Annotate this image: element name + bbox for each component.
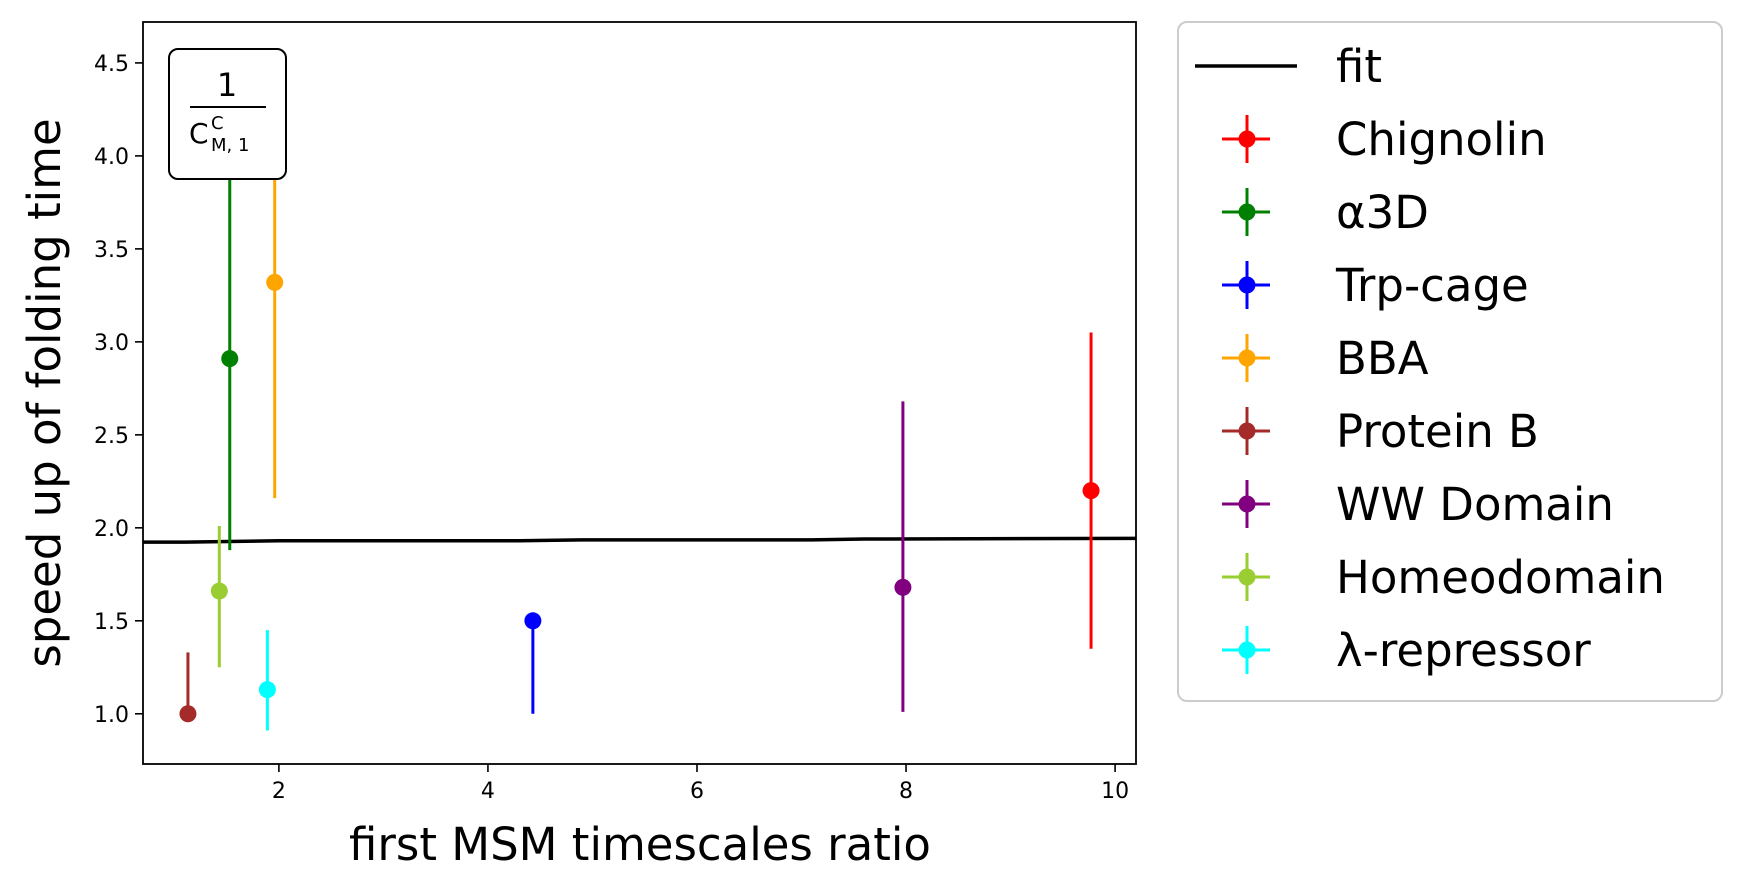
series-1-point <box>221 350 239 368</box>
y-tick-label: 3.5 <box>94 238 129 263</box>
annotation-subscript: M, 1 <box>211 135 249 156</box>
series-7-point <box>258 681 276 699</box>
series-6-point <box>210 582 228 600</box>
legend-series-1-handle-marker <box>1238 203 1256 221</box>
legend-fit-label: fit <box>1336 40 1382 93</box>
series-5-point <box>894 578 912 596</box>
y-tick-label: 4.5 <box>94 52 129 77</box>
legend-series-3-handle-marker <box>1238 349 1256 367</box>
x-axis-title: first MSM timescales ratio <box>349 818 931 871</box>
y-tick-label: 4.0 <box>94 145 129 170</box>
annotation-base: C <box>189 117 209 150</box>
annotation-superscript: C <box>211 113 224 134</box>
axis-ticks: 2 4 6 8 10 1.0 1.5 2.0 2.5 3.0 3.5 4.0 4.5 <box>94 52 1129 804</box>
plot-area <box>143 22 1136 764</box>
x-tick-label: 8 <box>899 779 913 804</box>
legend-series-6-label: Homeodomain <box>1336 551 1665 604</box>
series-3-point <box>266 273 284 291</box>
legend-series-2-label: Trp-cage <box>1335 259 1529 312</box>
fit-line <box>143 536 1137 544</box>
y-tick-label: 1.0 <box>94 703 129 728</box>
plot-contents <box>143 165 1137 731</box>
annotation-box: 1 C C M, 1 <box>168 48 287 180</box>
y-tick-label: 1.5 <box>94 610 129 635</box>
legend-series-6-handle-marker <box>1238 568 1256 586</box>
series-2-point <box>524 612 542 630</box>
legend-series-4-handle-marker <box>1238 422 1256 440</box>
legend-series-1-label: α3D <box>1336 186 1429 239</box>
x-tick-label: 2 <box>272 779 286 804</box>
legend-frame <box>1177 21 1723 702</box>
legend-series-4-label: Protein B <box>1336 405 1539 458</box>
legend-series-7-handle-marker <box>1238 641 1256 659</box>
legend-series-5-handle-marker <box>1238 495 1256 513</box>
y-tick-label: 2.5 <box>94 424 129 449</box>
legend-series-5-label: WW Domain <box>1336 478 1614 531</box>
series-4-point <box>179 705 197 723</box>
legend-series-0-label: Chignolin <box>1336 113 1547 166</box>
y-axis-title: speed up of folding time <box>18 118 71 667</box>
series-0-point <box>1082 482 1100 500</box>
x-tick-label: 4 <box>481 779 495 804</box>
plot-frame <box>142 21 1137 765</box>
legend-series-0-handle-marker <box>1238 130 1256 148</box>
legend-series-3-label: BBA <box>1336 332 1429 385</box>
legend-series-2-handle-marker <box>1238 276 1256 294</box>
y-tick-label: 3.0 <box>94 331 129 356</box>
x-tick-label: 6 <box>690 779 704 804</box>
y-tick-label: 2.0 <box>94 517 129 542</box>
x-tick-label: 10 <box>1101 779 1129 804</box>
legend: fit Chignolin α3D Trp-cage BBA Protein B WW Do… <box>1177 21 1723 702</box>
legend-series-7-label: λ-repressor <box>1336 624 1591 677</box>
annotation-numerator: 1 <box>217 66 237 104</box>
annotation-frame <box>168 48 287 180</box>
